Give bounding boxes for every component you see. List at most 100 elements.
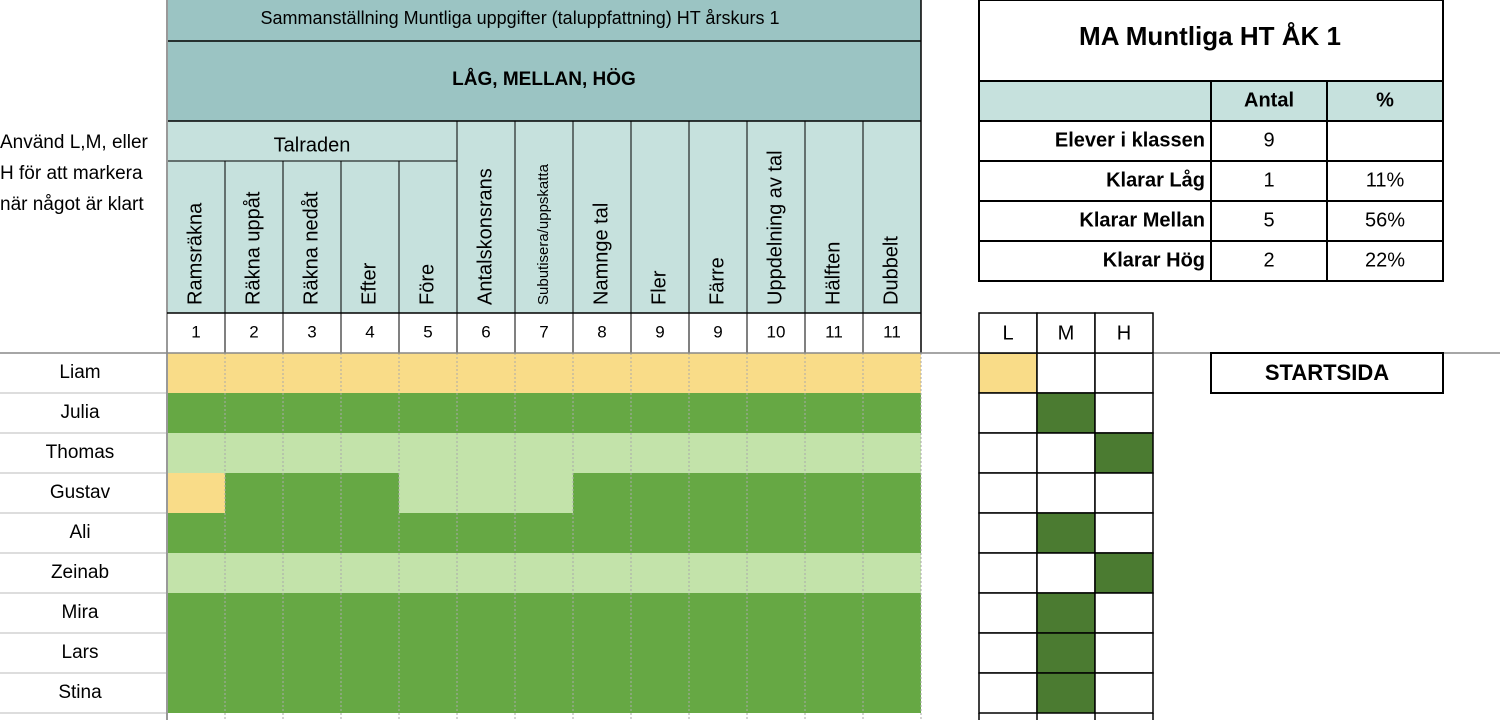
column-label: Fler bbox=[648, 270, 670, 305]
column-number: 1 bbox=[191, 322, 200, 341]
level-cell bbox=[1036, 672, 1096, 714]
level-cell bbox=[978, 552, 1038, 594]
level-cell bbox=[1036, 552, 1096, 594]
grade-cell bbox=[399, 393, 457, 433]
grade-cell bbox=[457, 553, 515, 593]
grade-cell bbox=[631, 473, 689, 513]
button-box[interactable] bbox=[1210, 352, 1444, 394]
column-number: 8 bbox=[597, 322, 606, 341]
grade-cell bbox=[457, 353, 515, 393]
level-cell bbox=[1094, 632, 1154, 674]
grade-cell bbox=[225, 393, 283, 433]
grade-cell bbox=[341, 633, 399, 673]
grade-cell bbox=[573, 513, 631, 553]
column-label: Ramsräkna bbox=[184, 202, 206, 305]
grade-cell bbox=[747, 473, 805, 513]
grade-cell bbox=[399, 513, 457, 553]
grade-cell bbox=[747, 513, 805, 553]
grade-cell bbox=[747, 633, 805, 673]
grade-cell bbox=[167, 593, 225, 633]
grade-cell bbox=[573, 673, 631, 713]
level-cell bbox=[1094, 352, 1154, 394]
column-number: 7 bbox=[539, 322, 548, 341]
level-cell bbox=[978, 672, 1038, 714]
grade-cell bbox=[225, 513, 283, 553]
column-label: Räkna nedåt bbox=[300, 191, 322, 305]
grade-cell bbox=[805, 553, 863, 593]
level-cell bbox=[1094, 672, 1154, 714]
column-label: Subutisera/uppskatta bbox=[535, 163, 552, 305]
grade-cell bbox=[341, 433, 399, 473]
grade-cell bbox=[341, 393, 399, 433]
grade-cell bbox=[689, 673, 747, 713]
column-number: 3 bbox=[307, 322, 316, 341]
grade-cell bbox=[283, 673, 341, 713]
column-number: 11 bbox=[883, 322, 901, 341]
grade-cell bbox=[399, 353, 457, 393]
summary-row-label: Klarar Mellan bbox=[1079, 209, 1205, 231]
column-number: 11 bbox=[825, 322, 843, 341]
column-label: Före bbox=[416, 264, 438, 305]
button-label[interactable]: STARTSIDA bbox=[1265, 360, 1389, 385]
grade-cell bbox=[863, 473, 921, 513]
grade-cell bbox=[283, 353, 341, 393]
grade-cell bbox=[341, 353, 399, 393]
grade-cell bbox=[399, 553, 457, 593]
level-cell bbox=[1036, 592, 1096, 634]
student-name: Julia bbox=[60, 402, 100, 423]
level-cell bbox=[1094, 392, 1154, 434]
student-name: Ali bbox=[69, 522, 90, 543]
level-cell bbox=[978, 432, 1038, 474]
instruction-line: när något är klart bbox=[0, 194, 144, 215]
column-label: Namnge tal bbox=[590, 203, 612, 305]
grade-cell bbox=[631, 393, 689, 433]
grade-cell bbox=[225, 593, 283, 633]
grade-cell bbox=[805, 353, 863, 393]
instruction-line: Använd L,M, eller bbox=[0, 132, 149, 153]
grade-cell bbox=[515, 433, 573, 473]
level-cell bbox=[1094, 472, 1154, 514]
grade-cell bbox=[225, 633, 283, 673]
student-name: Thomas bbox=[46, 442, 115, 463]
summary-row-label: Elever i klassen bbox=[1055, 129, 1205, 151]
grade-cell bbox=[631, 633, 689, 673]
summary-value: 9 bbox=[1263, 129, 1274, 151]
grade-cell bbox=[283, 593, 341, 633]
grade-cell bbox=[515, 593, 573, 633]
grade-cell bbox=[457, 633, 515, 673]
column-number: 9 bbox=[713, 322, 722, 341]
grade-cell bbox=[689, 353, 747, 393]
grade-cell bbox=[457, 673, 515, 713]
grade-cell bbox=[863, 513, 921, 553]
grade-cell bbox=[573, 473, 631, 513]
grade-cell bbox=[283, 393, 341, 433]
level-cell bbox=[1094, 592, 1154, 634]
grade-cell bbox=[341, 513, 399, 553]
grade-cell bbox=[167, 553, 225, 593]
level-cell bbox=[1094, 512, 1154, 554]
grade-cell bbox=[573, 433, 631, 473]
grade-cell bbox=[167, 633, 225, 673]
grade-cell bbox=[399, 593, 457, 633]
grade-cell bbox=[283, 633, 341, 673]
grade-cell bbox=[863, 593, 921, 633]
grade-cell bbox=[573, 353, 631, 393]
grade-cell bbox=[689, 473, 747, 513]
grade-cell bbox=[689, 513, 747, 553]
grade-cell bbox=[167, 673, 225, 713]
column-number: 10 bbox=[767, 322, 786, 341]
level-header-label: M bbox=[1058, 322, 1075, 344]
grade-cell bbox=[283, 553, 341, 593]
grade-cell bbox=[747, 353, 805, 393]
grade-cell bbox=[805, 393, 863, 433]
summary-value: 1 bbox=[1263, 169, 1274, 191]
grade-cell bbox=[747, 393, 805, 433]
startsida-button[interactable]: STARTSIDA bbox=[1210, 352, 1444, 394]
student-name: Liam bbox=[59, 362, 100, 383]
level-cell bbox=[1036, 352, 1096, 394]
grade-cell bbox=[225, 353, 283, 393]
grade-cell bbox=[689, 393, 747, 433]
group-label: Talraden bbox=[274, 134, 351, 156]
grade-cell bbox=[457, 513, 515, 553]
grade-cell bbox=[863, 553, 921, 593]
